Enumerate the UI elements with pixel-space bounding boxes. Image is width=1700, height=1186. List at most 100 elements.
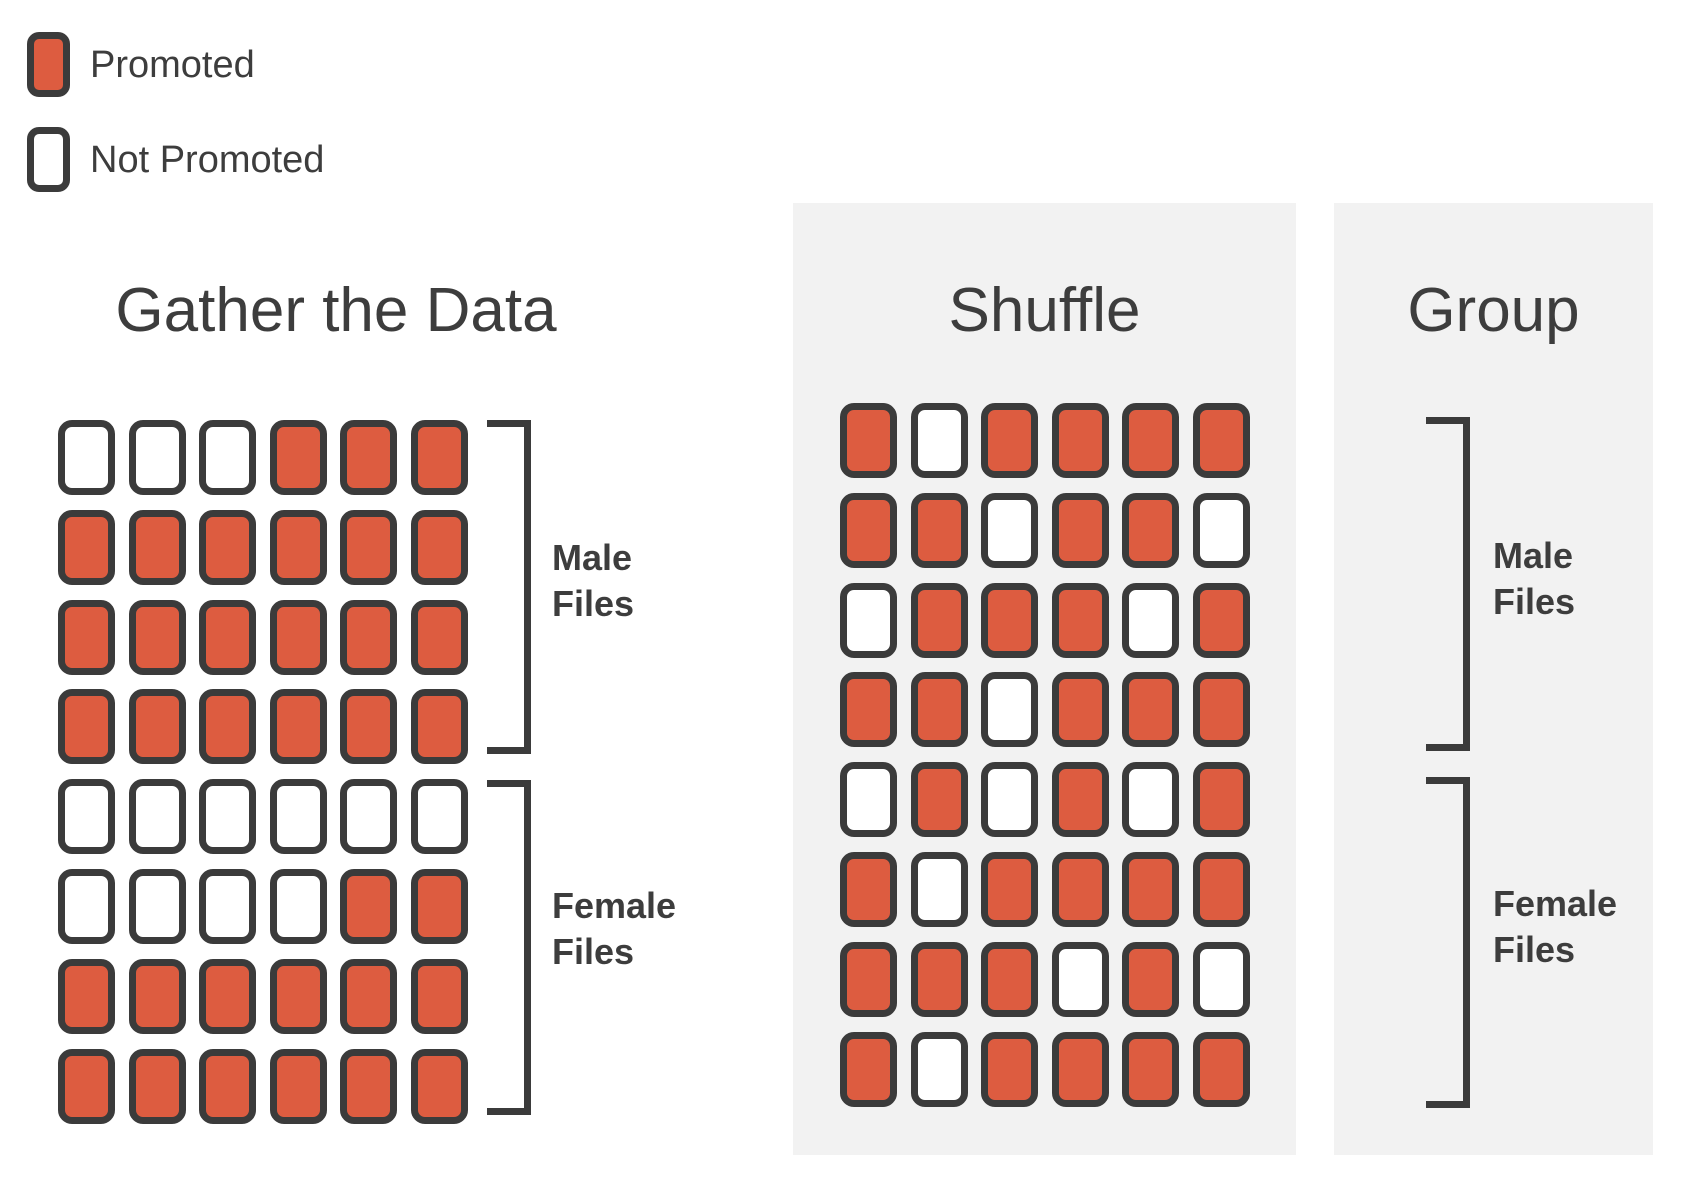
file-promoted bbox=[199, 510, 256, 585]
file-not-promoted bbox=[1122, 762, 1179, 837]
file-promoted bbox=[840, 852, 897, 927]
legend-label: Not Promoted bbox=[90, 138, 325, 181]
file-promoted bbox=[129, 510, 186, 585]
file-promoted bbox=[270, 689, 327, 764]
file-promoted bbox=[1193, 672, 1250, 747]
file-promoted bbox=[1122, 852, 1179, 927]
file-not-promoted bbox=[840, 583, 897, 658]
legend-label: Promoted bbox=[90, 43, 255, 86]
file-not-promoted bbox=[270, 779, 327, 854]
file-promoted bbox=[411, 689, 468, 764]
file-not-promoted bbox=[911, 1032, 968, 1107]
file-not-promoted bbox=[129, 420, 186, 495]
gather-male-bracket bbox=[487, 420, 531, 754]
file-not-promoted bbox=[129, 779, 186, 854]
file-not-promoted bbox=[199, 420, 256, 495]
file-promoted bbox=[270, 510, 327, 585]
file-promoted bbox=[1052, 493, 1109, 568]
file-promoted bbox=[911, 672, 968, 747]
file-promoted bbox=[840, 403, 897, 478]
file-promoted bbox=[129, 600, 186, 675]
file-promoted bbox=[411, 600, 468, 675]
group-female-files-label: Female Files bbox=[1493, 883, 1618, 970]
file-promoted bbox=[340, 510, 397, 585]
file-promoted bbox=[840, 672, 897, 747]
shuffle-title: Shuffle bbox=[948, 276, 1141, 345]
file-promoted bbox=[911, 583, 968, 658]
group-female-bracket bbox=[1426, 777, 1470, 1108]
gather-male-files-label: Male Files bbox=[552, 537, 635, 624]
file-promoted bbox=[411, 1049, 468, 1124]
file-not-promoted bbox=[58, 420, 115, 495]
file-promoted bbox=[981, 403, 1038, 478]
file-promoted bbox=[58, 510, 115, 585]
file-not-promoted bbox=[981, 493, 1038, 568]
file-promoted bbox=[981, 583, 1038, 658]
file-promoted bbox=[1193, 583, 1250, 658]
file-not-promoted bbox=[58, 779, 115, 854]
file-promoted bbox=[199, 600, 256, 675]
file-promoted bbox=[1052, 672, 1109, 747]
file-promoted bbox=[981, 1032, 1038, 1107]
gather-female-bracket bbox=[487, 780, 531, 1115]
file-promoted bbox=[270, 1049, 327, 1124]
gather-female-files-label: Female Files bbox=[552, 885, 677, 972]
gather-title: Gather the Data bbox=[115, 276, 557, 345]
file-promoted bbox=[411, 959, 468, 1034]
file-promoted bbox=[58, 689, 115, 764]
file-not-promoted bbox=[911, 403, 968, 478]
file-promoted bbox=[270, 959, 327, 1034]
file-promoted bbox=[58, 600, 115, 675]
file-not-promoted bbox=[411, 779, 468, 854]
file-promoted bbox=[199, 1049, 256, 1124]
file-not-promoted bbox=[981, 762, 1038, 837]
file-not-promoted bbox=[1193, 493, 1250, 568]
file-not-promoted bbox=[129, 869, 186, 944]
file-promoted bbox=[58, 959, 115, 1034]
file-promoted bbox=[911, 942, 968, 1017]
file-promoted bbox=[1052, 762, 1109, 837]
file-promoted bbox=[340, 1049, 397, 1124]
file-promoted bbox=[411, 510, 468, 585]
file-promoted bbox=[199, 959, 256, 1034]
file-promoted bbox=[340, 869, 397, 944]
file-promoted bbox=[129, 959, 186, 1034]
file-promoted bbox=[1193, 403, 1250, 478]
legend-item-not-promoted: Not Promoted bbox=[27, 127, 324, 192]
file-promoted bbox=[840, 493, 897, 568]
file-not-promoted bbox=[340, 779, 397, 854]
file-not-promoted bbox=[1193, 942, 1250, 1017]
file-promoted bbox=[340, 600, 397, 675]
file-promoted bbox=[1052, 403, 1109, 478]
file-promoted bbox=[58, 1049, 115, 1124]
promoted-swatch-icon bbox=[27, 32, 70, 97]
file-promoted bbox=[411, 420, 468, 495]
file-not-promoted bbox=[1122, 583, 1179, 658]
not-promoted-swatch-icon bbox=[27, 127, 70, 192]
file-promoted bbox=[1122, 493, 1179, 568]
file-promoted bbox=[1193, 762, 1250, 837]
file-promoted bbox=[411, 869, 468, 944]
file-promoted bbox=[1122, 1032, 1179, 1107]
file-promoted bbox=[1052, 1032, 1109, 1107]
file-promoted bbox=[129, 1049, 186, 1124]
file-promoted bbox=[1193, 852, 1250, 927]
group-male-bracket bbox=[1426, 417, 1470, 751]
file-not-promoted bbox=[1052, 942, 1109, 1017]
file-promoted bbox=[1122, 942, 1179, 1017]
file-promoted bbox=[340, 420, 397, 495]
file-promoted bbox=[911, 493, 968, 568]
file-promoted bbox=[340, 959, 397, 1034]
file-not-promoted bbox=[981, 672, 1038, 747]
group-title: Group bbox=[1407, 276, 1580, 345]
file-not-promoted bbox=[270, 869, 327, 944]
file-promoted bbox=[340, 689, 397, 764]
file-promoted bbox=[1193, 1032, 1250, 1107]
file-promoted bbox=[911, 762, 968, 837]
file-promoted bbox=[840, 1032, 897, 1107]
legend-item-promoted: Promoted bbox=[27, 32, 255, 97]
file-not-promoted bbox=[911, 852, 968, 927]
file-promoted bbox=[129, 689, 186, 764]
file-promoted bbox=[840, 942, 897, 1017]
